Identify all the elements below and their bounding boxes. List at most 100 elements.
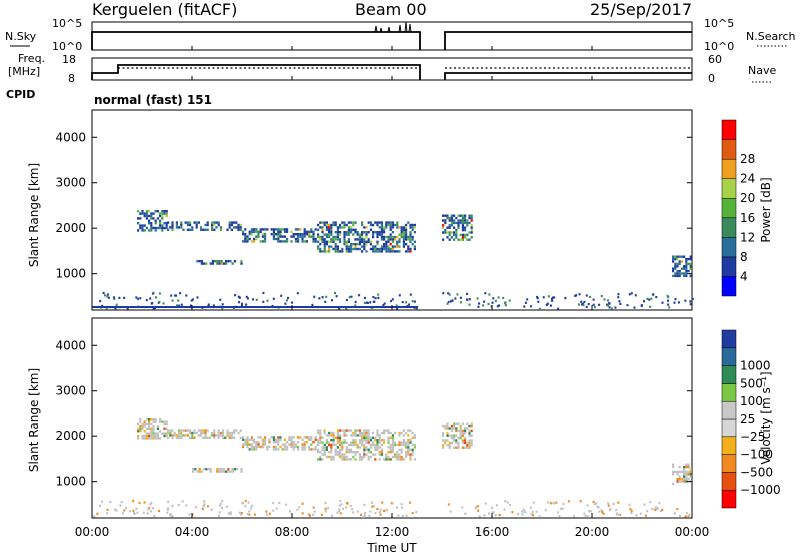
echo-cell <box>405 235 408 239</box>
echo-cell <box>325 228 328 231</box>
echo-cell <box>685 274 688 278</box>
echo-cell <box>409 235 412 239</box>
echo-cell <box>319 439 322 442</box>
echo-cell <box>672 465 675 469</box>
echo-cell <box>442 424 445 428</box>
echo-cell <box>330 233 333 236</box>
echo-cell <box>602 512 605 515</box>
echo-cell <box>319 451 322 454</box>
echo-cell <box>442 214 445 217</box>
echo-cell <box>301 445 304 449</box>
echo-cell <box>317 441 320 444</box>
echo-cell <box>137 210 140 213</box>
echo-cell <box>341 455 344 459</box>
echo-cell <box>459 429 462 433</box>
echo-cell <box>442 238 445 241</box>
echo-cell <box>389 446 392 449</box>
echo-cell <box>141 437 144 440</box>
echo-cell <box>387 247 390 251</box>
echo-cell <box>137 217 140 220</box>
echo-cell <box>401 301 404 304</box>
echo-cell <box>152 425 155 428</box>
echo-cell <box>358 441 361 444</box>
echo-cell <box>156 434 159 438</box>
echo-cell <box>352 247 355 251</box>
echo-cell <box>376 250 379 253</box>
echo-cell <box>367 436 370 439</box>
colorbar-box <box>721 276 737 297</box>
echo-cell <box>286 441 289 444</box>
echo-cell <box>457 429 460 433</box>
echo-cell <box>143 214 146 218</box>
echo-cell <box>598 303 601 306</box>
echo-cell <box>545 303 548 306</box>
echo-cell <box>137 222 140 225</box>
echo-cell <box>413 436 416 439</box>
echo-cell <box>257 230 260 233</box>
echo-cell <box>446 444 449 447</box>
echo-cell <box>459 233 462 237</box>
echo-cell <box>180 429 183 432</box>
echo-cell <box>348 296 351 299</box>
echo-cell <box>374 247 377 251</box>
echo-cell <box>450 441 453 445</box>
echo-cell <box>381 501 384 504</box>
echo-cell <box>312 513 315 516</box>
echo-cell <box>192 468 195 471</box>
echo-cell <box>354 247 357 251</box>
echo-cell <box>402 240 405 243</box>
echo-cell <box>367 455 370 459</box>
echo-cell <box>592 303 595 306</box>
echo-cell <box>380 443 383 447</box>
echo-cell <box>358 247 361 251</box>
echo-cell <box>396 455 399 459</box>
colorbar-tick-label: −1000 <box>740 483 781 497</box>
echo-cell <box>450 214 453 217</box>
echo-cell <box>347 247 350 251</box>
echo-cell <box>159 214 162 218</box>
echo-cell <box>409 231 412 234</box>
echo-cell <box>312 506 315 509</box>
echo-cell <box>343 434 346 437</box>
echo-cell <box>154 434 157 438</box>
echo-cell <box>448 444 451 447</box>
echo-cell <box>197 429 200 432</box>
echo-cell <box>152 226 155 230</box>
echo-cell <box>389 451 392 454</box>
echo-cell <box>143 212 146 215</box>
echo-cell <box>321 226 324 229</box>
echo-cell <box>400 431 403 435</box>
echo-cell <box>491 511 494 514</box>
echo-cell <box>297 240 300 243</box>
colorbar-tick-label: 24 <box>740 172 755 186</box>
echo-cell <box>361 233 364 236</box>
echo-cell <box>219 434 222 437</box>
echo-cell <box>321 240 324 243</box>
echo-cell <box>673 512 676 515</box>
echo-cell <box>336 247 339 251</box>
echo-cell <box>585 305 588 308</box>
echo-cell <box>387 451 390 454</box>
echo-cell <box>559 507 562 510</box>
echo-cell <box>150 430 153 433</box>
echo-cell <box>450 424 453 428</box>
echo-cell <box>376 448 379 451</box>
echo-cell <box>336 233 339 236</box>
echo-cell <box>361 441 364 444</box>
echo-cell <box>272 509 275 512</box>
echo-cell <box>689 468 692 471</box>
echo-cell <box>339 448 342 451</box>
echo-cell <box>685 511 688 515</box>
echo-cell <box>248 513 251 516</box>
echo-cell <box>448 224 451 227</box>
echo-cell <box>96 512 99 515</box>
echo-cell <box>285 503 288 506</box>
echo-cell <box>339 443 342 447</box>
echo-cell <box>444 219 447 222</box>
echo-cell <box>154 226 157 230</box>
echo-cell <box>165 222 168 225</box>
echo-cell <box>141 434 144 438</box>
echo-cell <box>166 507 169 510</box>
echo-cell <box>338 504 341 507</box>
